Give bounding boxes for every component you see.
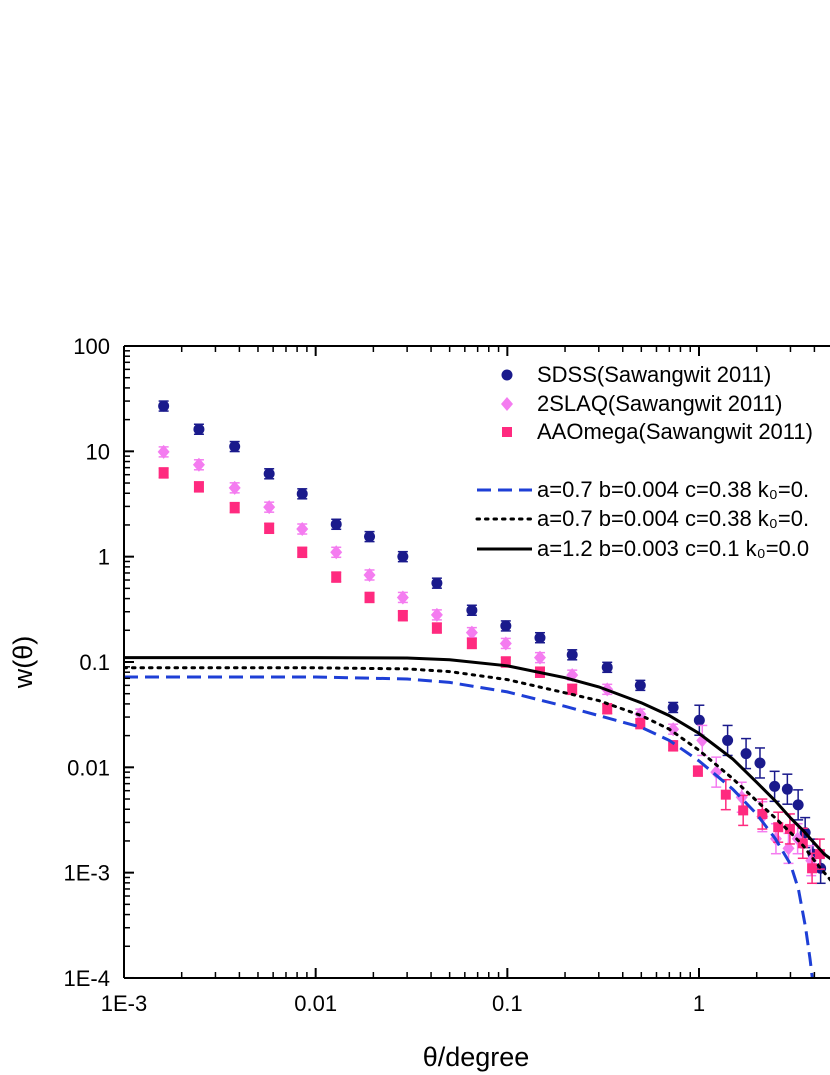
- data-point-diamond: [192, 457, 205, 472]
- data-point-diamond: [330, 545, 343, 560]
- x-tick-label: 1E-3: [101, 991, 147, 1016]
- data-point-square: [757, 809, 768, 820]
- data-point-diamond: [396, 590, 409, 605]
- data-point-square: [635, 718, 646, 729]
- data-point-square: [331, 572, 342, 583]
- data-point-square: [814, 849, 825, 860]
- legend-label: a=0.7 b=0.004 c=0.38 k₀=0.: [537, 506, 809, 531]
- data-point-circle: [722, 734, 734, 746]
- data-point-diamond: [430, 607, 443, 622]
- data-point-circle: [364, 531, 376, 543]
- series-layer: [124, 400, 830, 978]
- data-point-circle: [566, 649, 578, 661]
- data-point-diamond: [710, 765, 723, 780]
- data-point-square: [602, 703, 613, 714]
- data-point-diamond: [533, 650, 546, 665]
- data-point-square: [364, 592, 375, 603]
- x-tick-label: 0.1: [492, 991, 523, 1016]
- data-point-circle: [263, 468, 275, 480]
- legend-label: 2SLAQ(Sawangwit 2011): [537, 391, 782, 416]
- data-point-diamond: [263, 500, 276, 515]
- data-point-circle: [431, 577, 443, 589]
- data-point-square: [158, 467, 169, 478]
- data-point-circle: [534, 632, 546, 644]
- data-point-circle: [740, 748, 752, 760]
- data-point-square: [500, 656, 511, 667]
- data-point-circle: [193, 423, 205, 435]
- legend-label: SDSS(Sawangwit 2011): [537, 362, 771, 387]
- data-point-diamond: [782, 841, 795, 856]
- data-point-square: [738, 805, 749, 816]
- y-tick-label: 100: [73, 334, 110, 359]
- legend-marker-circle: [501, 369, 513, 381]
- data-point-circle: [500, 620, 512, 632]
- legend-marker-diamond: [501, 397, 513, 411]
- y-tick-label: 10: [86, 439, 110, 464]
- legend-marker-square: [502, 427, 512, 437]
- data-point-diamond: [363, 567, 376, 582]
- data-point-square: [397, 610, 408, 621]
- y-axis-label: w(θ): [8, 636, 38, 690]
- data-point-circle: [667, 701, 679, 713]
- data-point-square: [567, 684, 578, 695]
- data-point-square: [431, 623, 442, 634]
- data-point-square: [773, 822, 784, 833]
- x-axis-label: θ/degree: [423, 1042, 530, 1072]
- x-tick-label: 1: [693, 991, 705, 1016]
- series-line-dotted: [124, 666, 830, 882]
- x-tick-label: 0.01: [294, 991, 337, 1016]
- data-point-square: [466, 638, 477, 649]
- data-point-square: [668, 740, 679, 751]
- data-point-circle: [693, 714, 705, 726]
- data-point-circle: [229, 441, 241, 453]
- legend-label: AAOmega(Sawangwit 2011): [537, 419, 813, 444]
- data-point-square: [807, 863, 818, 874]
- legend: SDSS(Sawangwit 2011) 2SLAQ(Sawangwit 2011…: [475, 362, 813, 561]
- data-point-square: [297, 547, 308, 558]
- data-point-diamond: [465, 625, 478, 640]
- data-point-square: [692, 766, 703, 777]
- data-point-diamond: [157, 444, 170, 459]
- y-tick-label: 1E-3: [64, 861, 110, 886]
- data-point-square: [720, 789, 731, 800]
- y-tick-label: 1: [98, 545, 110, 570]
- data-point-square: [797, 838, 808, 849]
- y-tick-label: 0.01: [67, 755, 110, 780]
- data-point-circle: [601, 661, 613, 673]
- y-tick-label: 0.1: [79, 650, 110, 675]
- data-point-circle: [792, 799, 804, 811]
- y-tick-label: 1E-4: [64, 966, 110, 991]
- legend-label: a=0.7 b=0.004 c=0.38 k₀=0.: [537, 477, 809, 502]
- data-point-square: [784, 823, 795, 834]
- legend-label: a=1.2 b=0.003 c=0.1 k₀=0.0: [537, 536, 809, 561]
- series-line-dashed: [124, 675, 814, 978]
- data-point-diamond: [296, 522, 309, 537]
- data-point-circle: [466, 604, 478, 616]
- data-point-circle: [634, 679, 646, 691]
- series-line-solid: [124, 656, 830, 861]
- data-point-diamond: [228, 480, 241, 495]
- data-point-circle: [769, 780, 781, 792]
- data-point-circle: [158, 400, 170, 412]
- data-point-circle: [781, 783, 793, 795]
- data-point-diamond: [499, 636, 512, 651]
- data-point-circle: [330, 518, 342, 530]
- data-point-circle: [296, 488, 308, 500]
- data-point-circle: [754, 757, 766, 769]
- data-point-circle: [397, 551, 409, 563]
- data-point-square: [193, 481, 204, 492]
- data-point-square: [229, 502, 240, 513]
- data-point-square: [264, 523, 275, 534]
